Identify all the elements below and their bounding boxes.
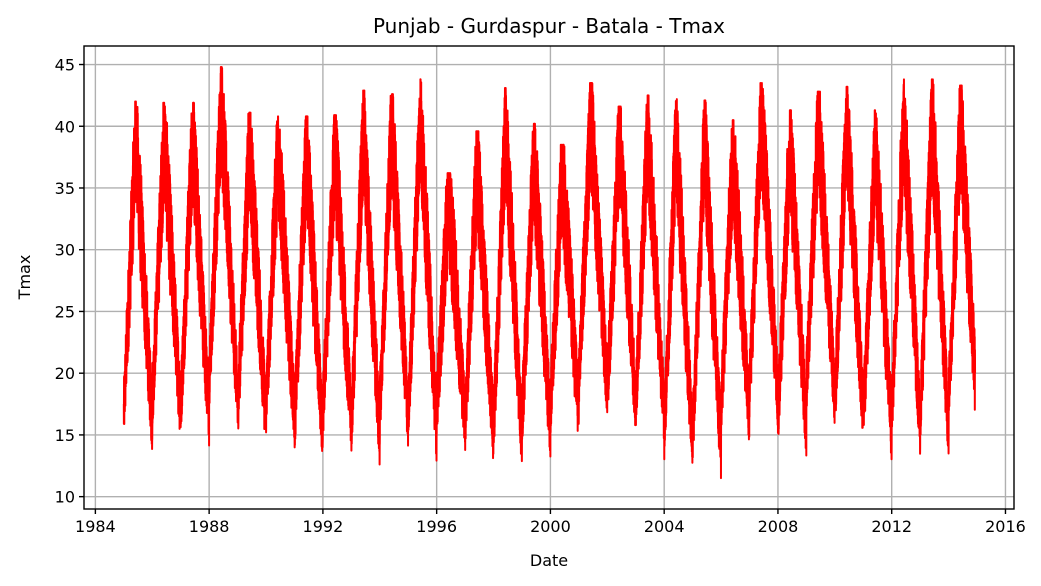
x-tick-label: 2000	[530, 517, 571, 536]
x-axis: 1984 1988 1992 1996 2000 2004 2008 2012 2016	[75, 509, 1026, 536]
x-tick-label: 2016	[985, 517, 1026, 536]
axes-frame	[83, 45, 1015, 510]
y-tick-label: 35	[55, 179, 75, 198]
x-tick-label: 1988	[189, 517, 230, 536]
x-tick-label: 2004	[644, 517, 685, 536]
chart-title: Punjab - Gurdaspur - Batala - Tmax	[373, 14, 725, 38]
x-tick-label: 1984	[75, 517, 116, 536]
y-axis-label: Tmax	[15, 255, 34, 301]
y-tick-label: 45	[55, 56, 75, 75]
y-tick-label: 10	[55, 488, 75, 507]
plot-area	[122, 65, 977, 480]
tmax-series-line	[122, 65, 977, 480]
y-tick-label: 40	[55, 117, 75, 136]
x-tick-label: 2012	[871, 517, 912, 536]
y-tick-label: 30	[55, 241, 75, 260]
y-tick-label: 25	[55, 302, 75, 321]
x-axis-label: Date	[530, 551, 568, 570]
y-tick-label: 20	[55, 364, 75, 383]
y-tick-label: 15	[55, 426, 75, 445]
x-tick-label: 2008	[758, 517, 799, 536]
y-axis: 10 15 20 25 30 35 40 45	[55, 56, 84, 507]
x-tick-label: 1996	[416, 517, 457, 536]
x-tick-label: 1992	[303, 517, 344, 536]
